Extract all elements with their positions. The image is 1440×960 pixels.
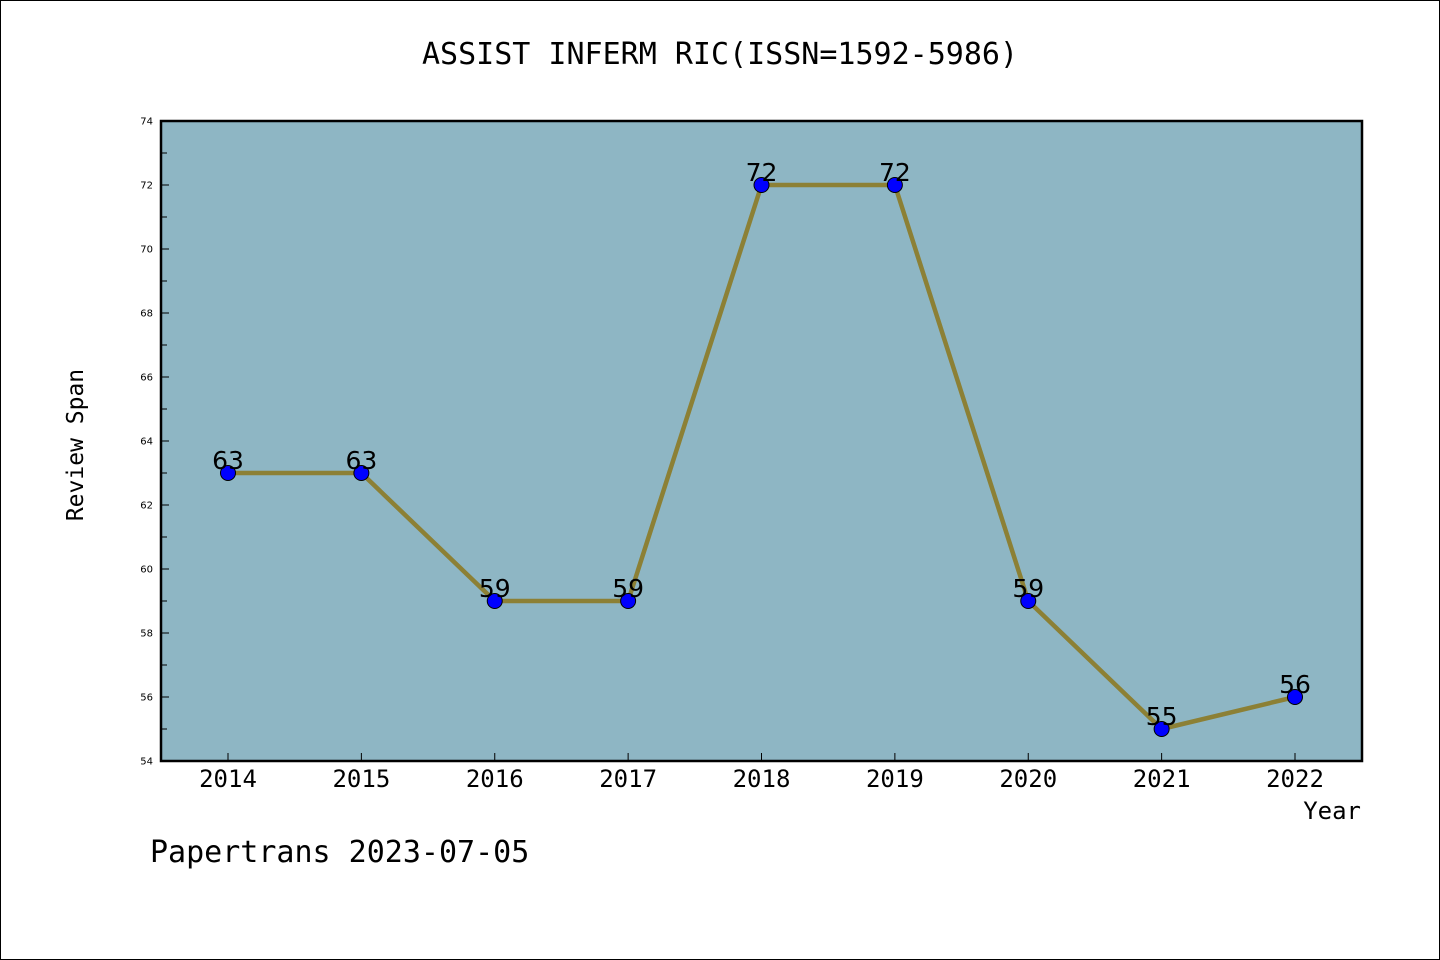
x-tick-label: 2014 — [199, 765, 257, 793]
data-label: 55 — [1146, 702, 1178, 731]
data-label: 72 — [746, 158, 778, 187]
x-tick-label: 2016 — [466, 765, 524, 793]
y-tick-label: 62 — [140, 501, 153, 512]
x-axis-label: Year — [1303, 797, 1361, 825]
data-point — [1287, 689, 1303, 705]
x-tick-label: 2021 — [1133, 765, 1191, 793]
y-tick-label: 64 — [140, 437, 153, 448]
x-tick-label: 2015 — [332, 765, 390, 793]
x-tick-label: 2020 — [999, 765, 1057, 793]
data-point — [353, 465, 370, 481]
data-label: 63 — [345, 446, 377, 475]
y-tick-label: 60 — [140, 565, 153, 576]
y-tick-label: 70 — [140, 245, 153, 256]
data-label: 59 — [612, 574, 644, 603]
data-label: 59 — [479, 574, 511, 603]
plot-area — [159, 119, 1364, 763]
footer-credit: Papertrans 2023-07-05 — [150, 835, 530, 870]
data-point — [620, 593, 637, 609]
y-tick-label: 56 — [140, 693, 153, 704]
y-tick-label: 66 — [140, 373, 153, 384]
data-label: 63 — [212, 446, 244, 475]
x-tick-label: 2022 — [1266, 765, 1324, 793]
data-point — [1020, 593, 1037, 609]
data-point — [486, 593, 503, 609]
y-tick-label: 68 — [140, 309, 153, 320]
y-tick-label: 72 — [140, 181, 153, 192]
data-label: 59 — [1012, 574, 1044, 603]
x-tick-label: 2019 — [866, 765, 924, 793]
y-tick-label: 58 — [140, 629, 153, 640]
chart-title: ASSIST INFERM RIC(ISSN=1592-5986) — [421, 37, 1019, 72]
data-point — [886, 177, 903, 193]
data-point — [220, 465, 236, 481]
data-point — [753, 177, 770, 193]
y-tick-label: 54 — [140, 757, 153, 768]
data-point — [1153, 721, 1170, 737]
x-tick-label: 2018 — [733, 765, 791, 793]
data-label: 56 — [1279, 670, 1311, 699]
y-tick-label: 74 — [140, 117, 153, 128]
x-tick-label: 2017 — [599, 765, 657, 793]
data-label: 72 — [879, 158, 911, 187]
